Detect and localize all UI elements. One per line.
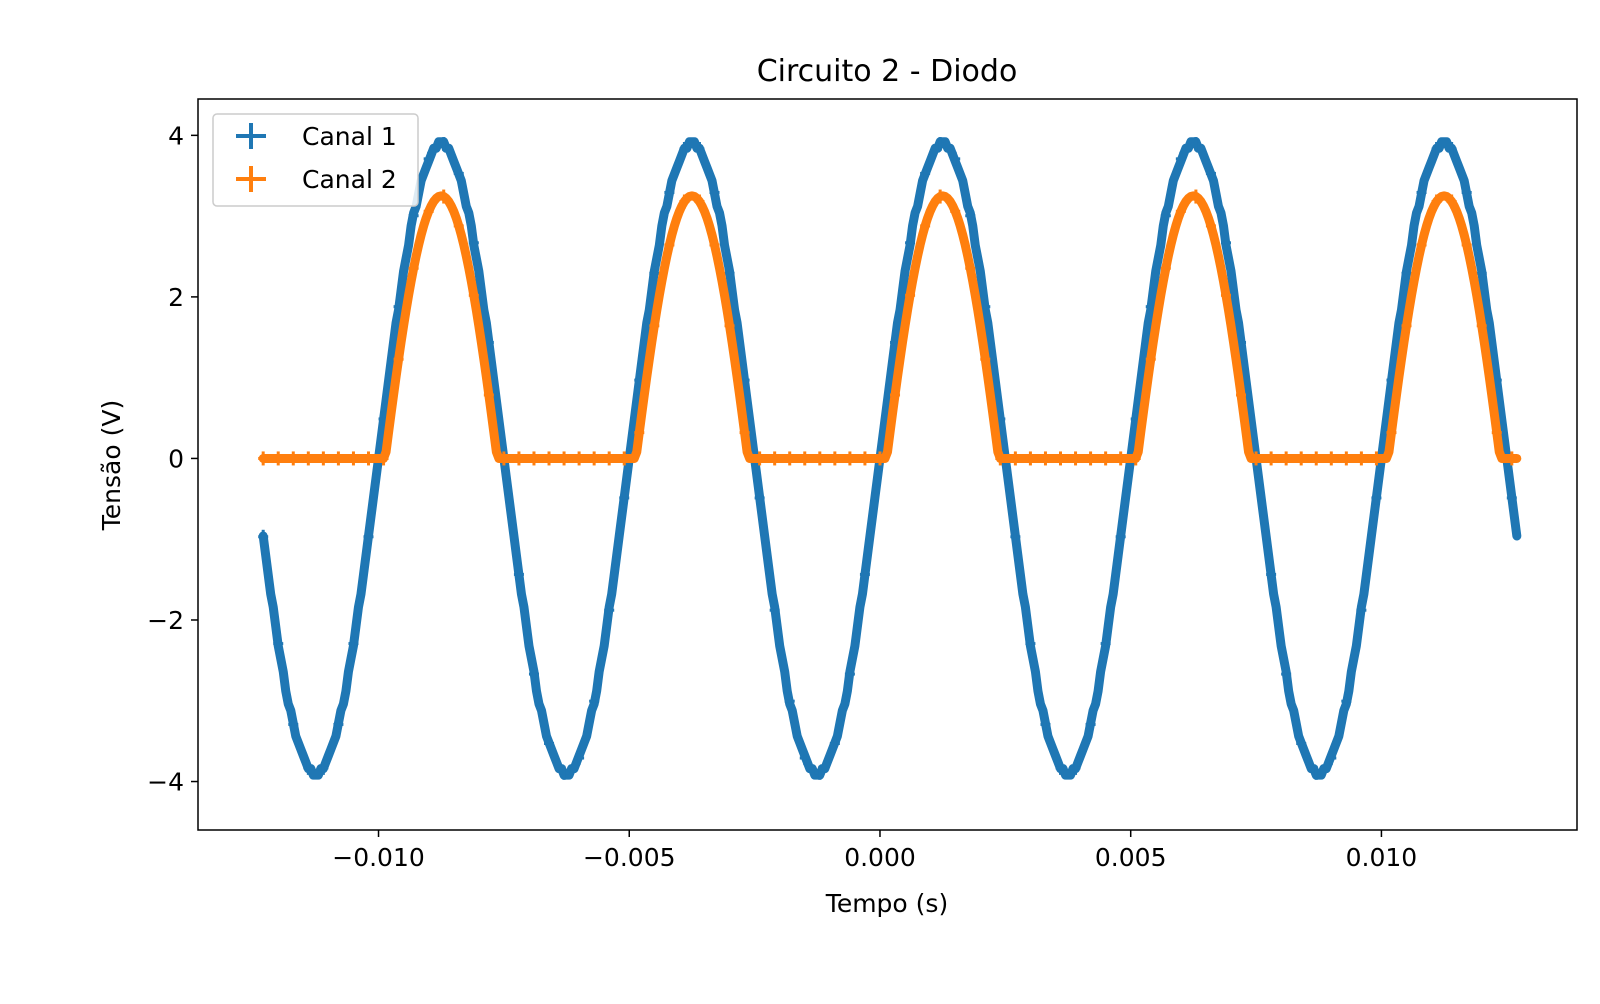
y-tick-label: 0 (168, 444, 184, 473)
legend-label-canal-2: Canal 2 (302, 165, 397, 194)
x-tick-label: −0.005 (583, 843, 676, 872)
y-tick-label: −2 (147, 606, 184, 635)
series-line (258, 137, 1522, 780)
legend-marker-canal-1 (236, 123, 266, 149)
plot-area (258, 137, 1522, 780)
legend-marker-canal-2 (236, 166, 266, 192)
series-line (258, 191, 1522, 463)
x-tick-label: 0.010 (1346, 843, 1418, 872)
y-tick-label: 4 (168, 121, 184, 150)
y-tick-label: 2 (168, 283, 184, 312)
y-tick-label: −4 (147, 768, 184, 797)
series-1 (258, 137, 1522, 780)
x-tick-label: 0.000 (844, 843, 916, 872)
chart-title: Circuito 2 - Diodo (757, 54, 1018, 89)
x-tick-label: 0.005 (1095, 843, 1167, 872)
x-axis-label: Tempo (s) (825, 889, 948, 918)
x-axis: −0.010 −0.005 0.000 0.005 0.010 (332, 830, 1417, 872)
series-2 (258, 189, 1522, 466)
x-tick-label: −0.010 (332, 843, 425, 872)
axes-frame (197, 98, 1578, 831)
y-axis: −4 −2 0 2 4 (147, 121, 198, 797)
y-axis-label: Tensão (V) (97, 400, 126, 531)
legend-label-canal-1: Canal 1 (302, 122, 397, 151)
legend: Canal 1 Canal 2 (212, 113, 419, 207)
